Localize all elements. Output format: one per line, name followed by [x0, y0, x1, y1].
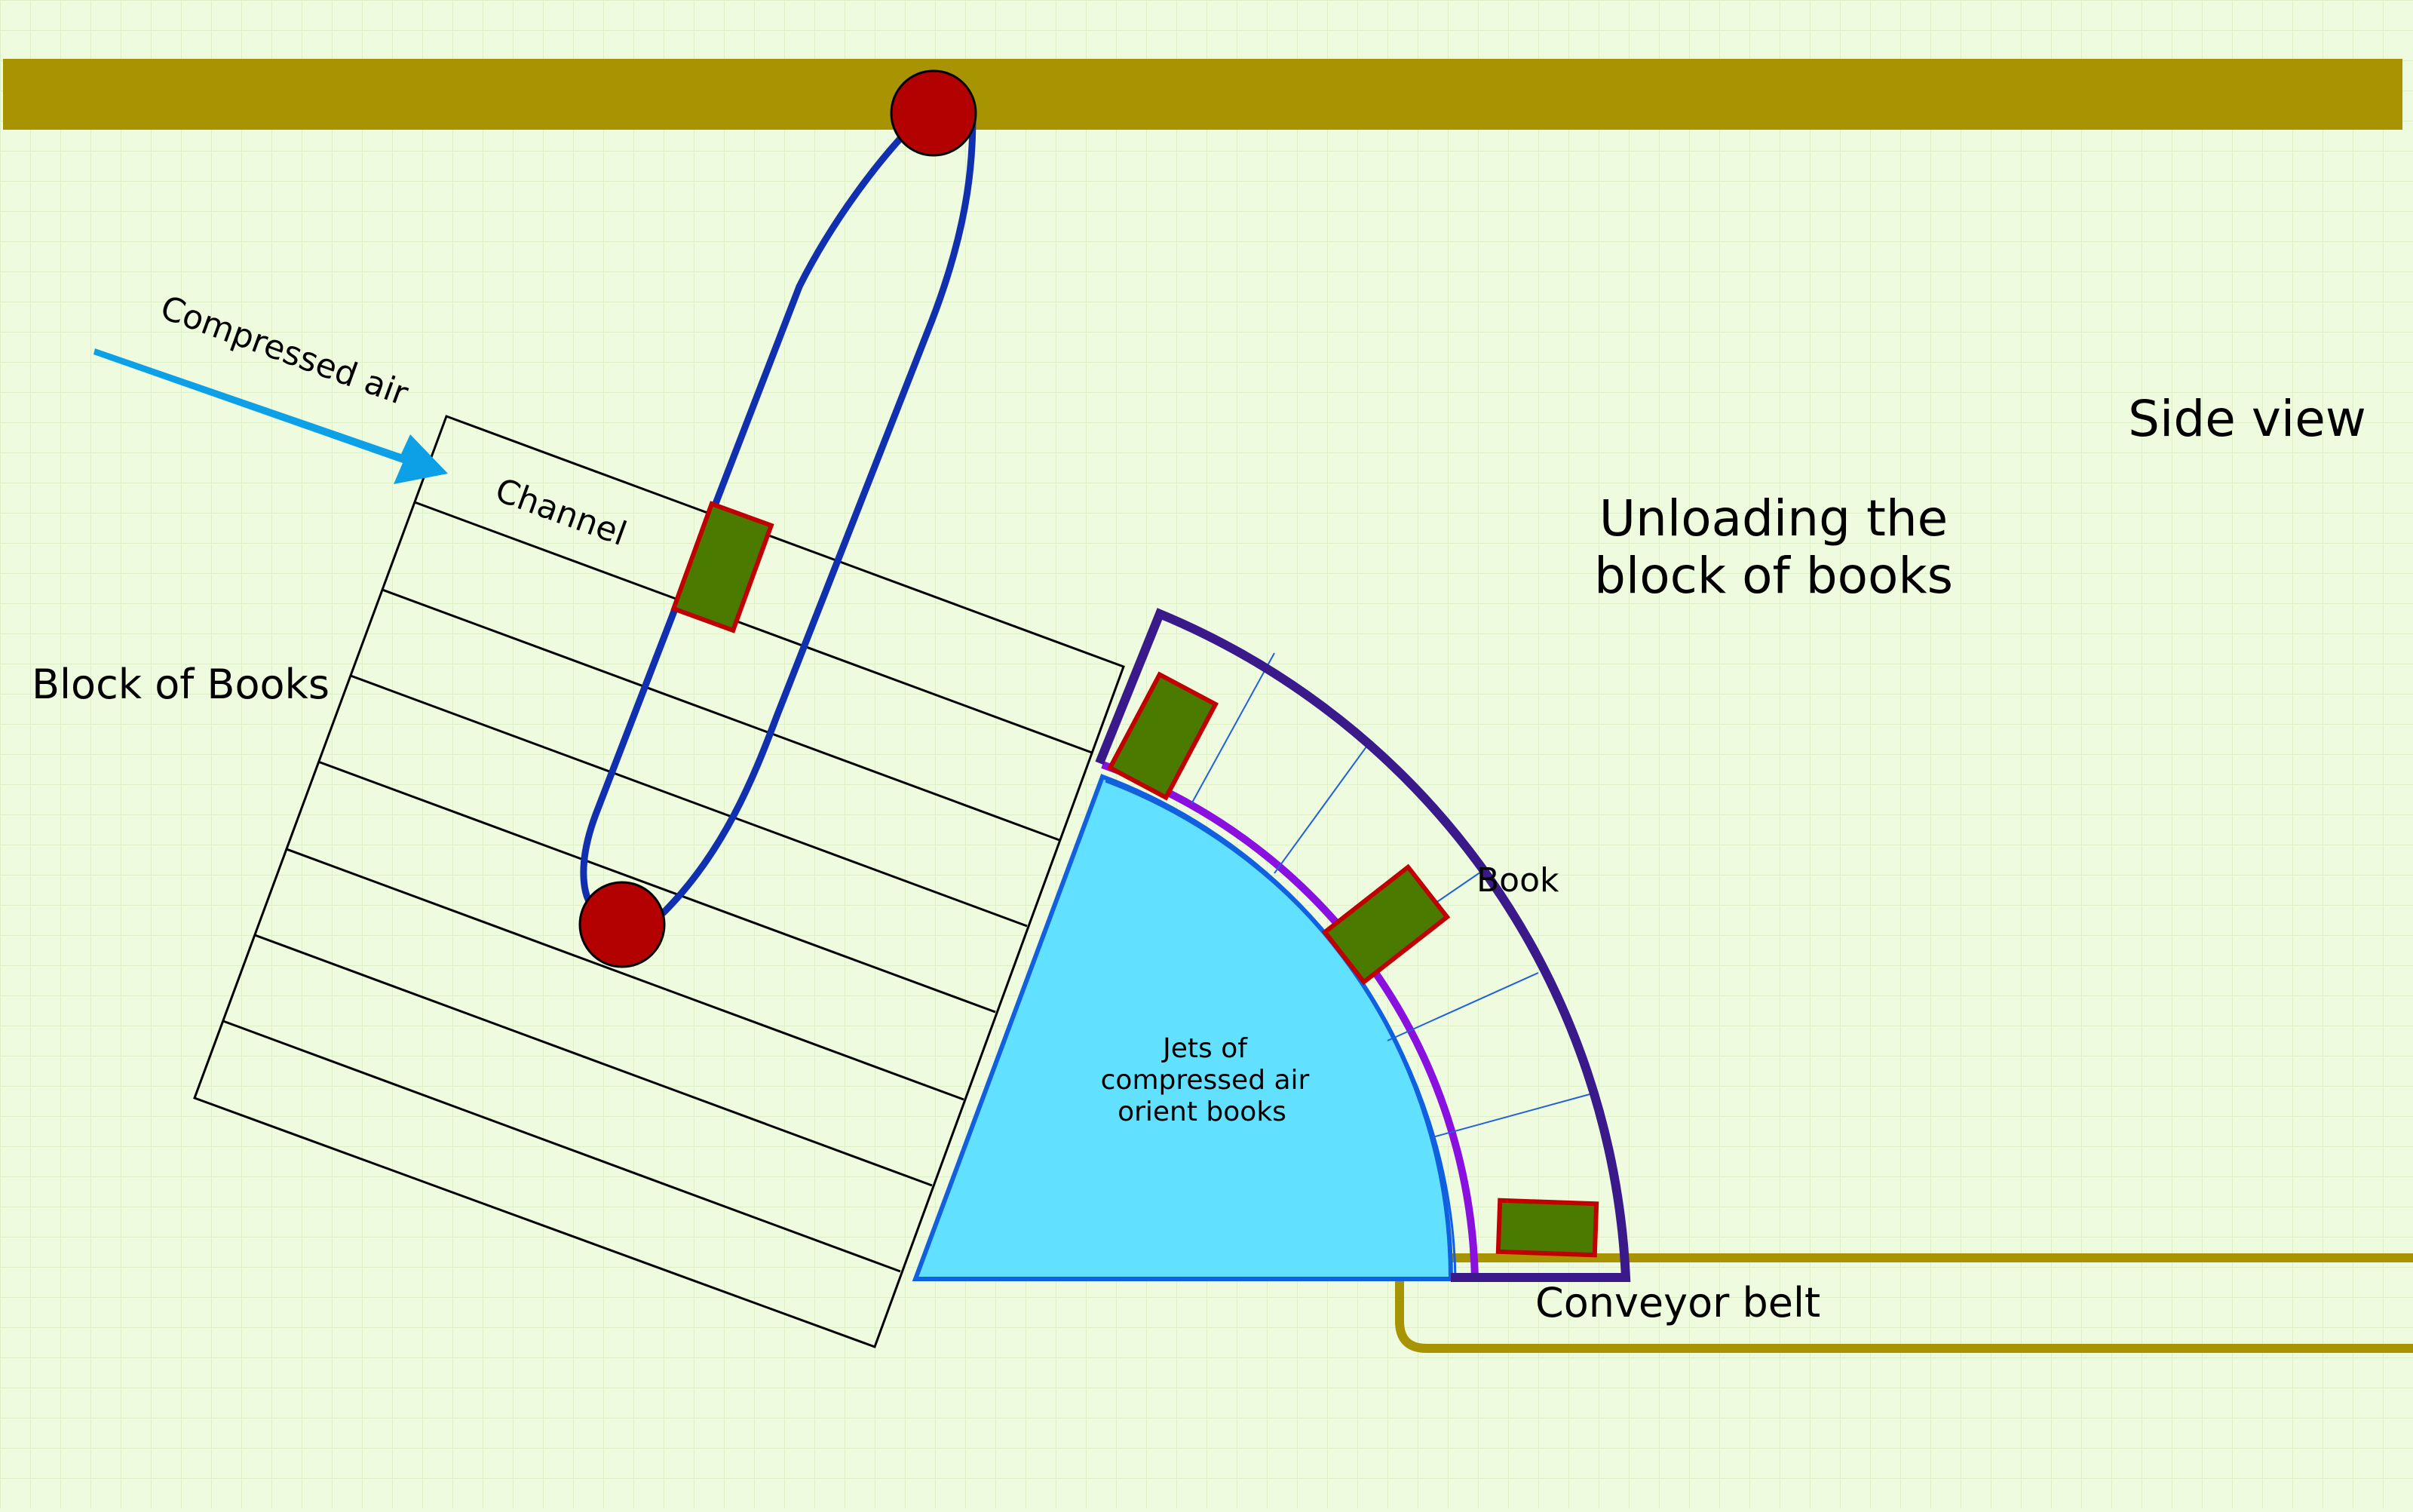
book-icon: [1495, 1198, 1599, 1258]
spoke: [1191, 652, 1275, 805]
block-divider: [317, 760, 996, 1014]
block-divider: [414, 501, 1093, 754]
spoke: [1432, 1093, 1593, 1138]
jets-label-line1: Jets of: [1161, 1033, 1248, 1064]
book-icon: [1106, 671, 1219, 801]
top-rail: [3, 59, 2402, 130]
block-of-books: [193, 415, 1125, 1348]
book-icon: [1321, 863, 1451, 986]
pulley-icon: [578, 881, 666, 968]
jets-label-line3: orient books: [1118, 1096, 1286, 1127]
block-divider: [286, 848, 964, 1101]
book-icon: [670, 501, 774, 633]
spoke: [1387, 972, 1539, 1041]
spoke: [1274, 740, 1372, 874]
air-arrow-icon: [94, 348, 448, 484]
pulley-icon: [890, 69, 977, 157]
block-outline: [193, 415, 1125, 1348]
title-line1: Unloading the: [1599, 489, 1948, 547]
outer-frame: [1095, 608, 1631, 1282]
title-line2: block of books: [1594, 547, 1953, 605]
block-divider: [382, 588, 1060, 842]
block-divider: [350, 674, 1028, 928]
jets-label-line2: compressed air: [1101, 1065, 1310, 1096]
block-divider: [222, 1020, 901, 1273]
block-of-books-label: Block of Books: [32, 661, 330, 708]
side-view-label: Side view: [2128, 390, 2366, 448]
book-label: Book: [1476, 861, 1559, 900]
block-divider: [254, 934, 933, 1187]
conveyor-belt-label: Conveyor belt: [1535, 1279, 1820, 1326]
